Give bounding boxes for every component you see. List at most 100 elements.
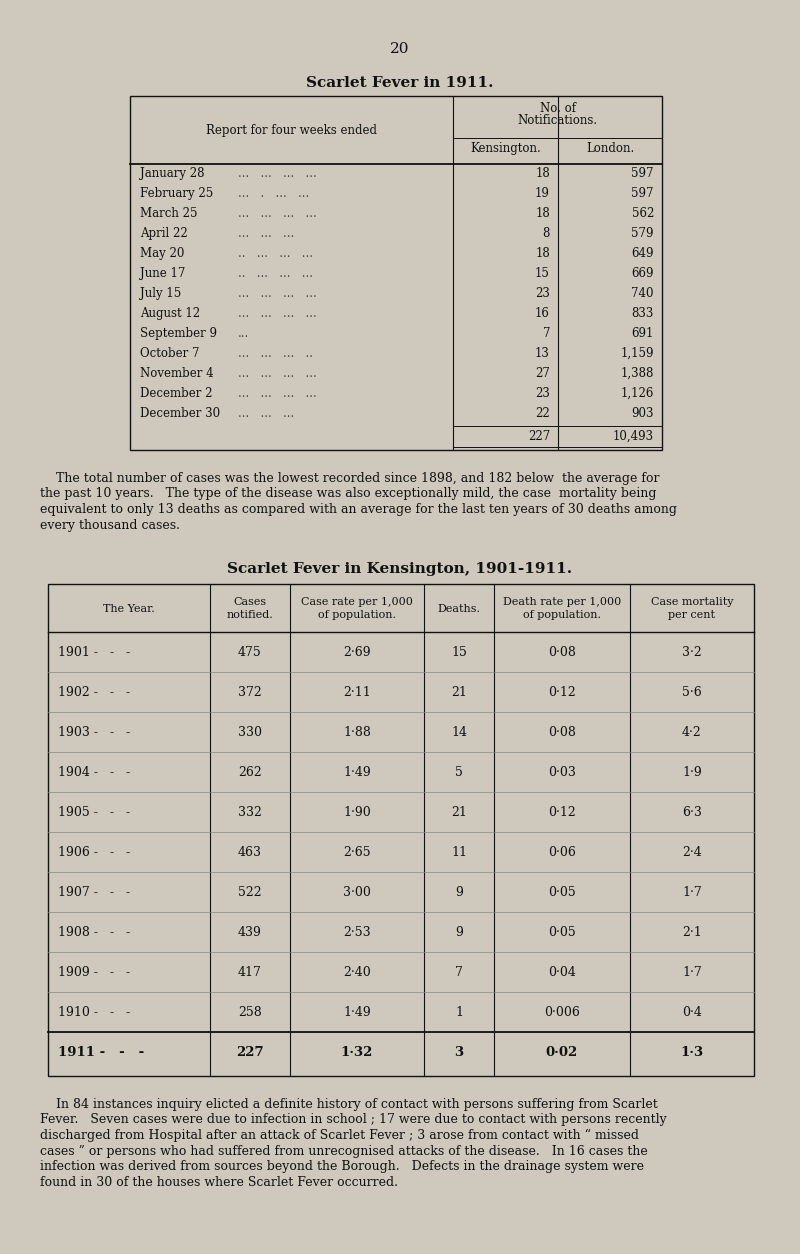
Text: 1909 -   -   -: 1909 - - - <box>58 966 130 979</box>
Text: 1907 -   -   -: 1907 - - - <box>58 887 130 899</box>
Text: ...   ...   ...   ...: ... ... ... ... <box>238 287 317 300</box>
Text: 27: 27 <box>535 367 550 380</box>
Text: 562: 562 <box>632 207 654 219</box>
Text: 1,159: 1,159 <box>621 347 654 360</box>
Text: 15: 15 <box>451 646 467 660</box>
Text: 0·4: 0·4 <box>682 1006 702 1020</box>
Text: 2·65: 2·65 <box>343 846 371 859</box>
Text: ...   ...   ...   ...: ... ... ... ... <box>238 307 317 320</box>
Text: December 30: December 30 <box>140 408 220 420</box>
Text: 0·04: 0·04 <box>548 966 576 979</box>
Text: ...   .   ...   ...: ... . ... ... <box>238 187 310 199</box>
Text: Case rate per 1,000: Case rate per 1,000 <box>301 597 413 607</box>
Text: Cases: Cases <box>234 597 266 607</box>
Text: January 28: January 28 <box>140 167 205 181</box>
Text: 258: 258 <box>238 1006 262 1020</box>
Text: 4·2: 4·2 <box>682 726 702 739</box>
Text: 2·53: 2·53 <box>343 925 371 939</box>
Text: 227: 227 <box>528 430 550 443</box>
Text: ...   ...   ...   ...: ... ... ... ... <box>238 167 317 181</box>
Text: 691: 691 <box>632 327 654 340</box>
Text: 439: 439 <box>238 925 262 939</box>
Text: The total number of cases was the lowest recorded since 1898, and 182 below  the: The total number of cases was the lowest… <box>40 472 659 485</box>
Text: Scarlet Fever in 1911.: Scarlet Fever in 1911. <box>306 76 494 90</box>
Text: April 22: April 22 <box>140 227 188 240</box>
Text: notified.: notified. <box>226 609 274 619</box>
Text: 1·7: 1·7 <box>682 887 702 899</box>
Text: 330: 330 <box>238 726 262 739</box>
Text: 1·7: 1·7 <box>682 966 702 979</box>
Text: equivalent to only 13 deaths as compared with an average for the last ten years : equivalent to only 13 deaths as compared… <box>40 503 677 515</box>
Text: Kensington.: Kensington. <box>470 142 541 155</box>
Text: ..   ...   ...   ...: .. ... ... ... <box>238 247 313 260</box>
Text: 3·00: 3·00 <box>343 887 371 899</box>
Text: 2·11: 2·11 <box>343 686 371 698</box>
Text: London.: London. <box>586 142 634 155</box>
Text: 903: 903 <box>631 408 654 420</box>
Text: 0·05: 0·05 <box>548 925 576 939</box>
Text: 2·69: 2·69 <box>343 646 371 660</box>
Text: 833: 833 <box>632 307 654 320</box>
Text: infection was derived from sources beyond the Borough.   Defects in the drainage: infection was derived from sources beyon… <box>40 1160 644 1172</box>
Text: 0·08: 0·08 <box>548 646 576 660</box>
Text: 475: 475 <box>238 646 262 660</box>
Text: the past 10 years.   The type of the disease was also exceptionally mild, the ca: the past 10 years. The type of the disea… <box>40 488 657 500</box>
Text: 372: 372 <box>238 686 262 698</box>
Text: 23: 23 <box>535 387 550 400</box>
Text: October 7: October 7 <box>140 347 199 360</box>
Text: 1911 -   -   -: 1911 - - - <box>58 1046 144 1058</box>
Text: Report for four weeks ended: Report for four weeks ended <box>206 124 377 137</box>
Text: July 15: July 15 <box>140 287 182 300</box>
Text: 15: 15 <box>535 267 550 280</box>
Text: ..   ...   ...   ...: .. ... ... ... <box>238 267 313 280</box>
Text: 0·12: 0·12 <box>548 806 576 819</box>
Text: 1·49: 1·49 <box>343 766 371 779</box>
Text: 1,126: 1,126 <box>621 387 654 400</box>
Text: 1908 -   -   -: 1908 - - - <box>58 925 130 939</box>
Text: 0·08: 0·08 <box>548 726 576 739</box>
Text: 19: 19 <box>535 187 550 199</box>
Text: 2·4: 2·4 <box>682 846 702 859</box>
Text: 18: 18 <box>535 207 550 219</box>
Text: 1910 -   -   -: 1910 - - - <box>58 1006 130 1020</box>
Text: 5: 5 <box>455 766 463 779</box>
Bar <box>130 97 662 450</box>
Text: March 25: March 25 <box>140 207 198 219</box>
Text: of population.: of population. <box>318 609 396 619</box>
Text: discharged from Hospital after an attack of Scarlet Fever ; 3 arose from contact: discharged from Hospital after an attack… <box>40 1129 639 1142</box>
Text: 8: 8 <box>542 227 550 240</box>
Text: Case mortality: Case mortality <box>650 597 734 607</box>
Text: 262: 262 <box>238 766 262 779</box>
Text: 0·06: 0·06 <box>548 846 576 859</box>
Text: ...   ...   ...: ... ... ... <box>238 227 294 240</box>
Text: 14: 14 <box>451 726 467 739</box>
Text: cases ” or persons who had suffered from unrecognised attacks of the disease.   : cases ” or persons who had suffered from… <box>40 1145 648 1157</box>
Text: 669: 669 <box>631 267 654 280</box>
Text: February 25: February 25 <box>140 187 214 199</box>
Text: 21: 21 <box>451 686 467 698</box>
Text: ...   ...   ...   ...: ... ... ... ... <box>238 367 317 380</box>
Text: 18: 18 <box>535 167 550 181</box>
Text: 1·90: 1·90 <box>343 806 371 819</box>
Text: August 12: August 12 <box>140 307 200 320</box>
Text: June 17: June 17 <box>140 267 186 280</box>
Text: Death rate per 1,000: Death rate per 1,000 <box>503 597 621 607</box>
Text: 2·40: 2·40 <box>343 966 371 979</box>
Text: The Year.: The Year. <box>103 603 155 613</box>
Text: 20: 20 <box>390 41 410 56</box>
Text: ...   ...   ...   ...: ... ... ... ... <box>238 387 317 400</box>
Text: 22: 22 <box>535 408 550 420</box>
Bar <box>48 584 754 1076</box>
Text: Fever.   Seven cases were due to infection in school ; 17 were due to contact wi: Fever. Seven cases were due to infection… <box>40 1114 666 1126</box>
Text: 9: 9 <box>455 925 463 939</box>
Text: 0·02: 0·02 <box>546 1046 578 1058</box>
Text: 7: 7 <box>542 327 550 340</box>
Text: ...   ...   ...   ...: ... ... ... ... <box>238 207 317 219</box>
Text: 463: 463 <box>238 846 262 859</box>
Text: 21: 21 <box>451 806 467 819</box>
Text: 0·05: 0·05 <box>548 887 576 899</box>
Text: 3: 3 <box>454 1046 463 1058</box>
Text: Notifications.: Notifications. <box>518 114 598 127</box>
Text: 1·3: 1·3 <box>681 1046 703 1058</box>
Text: 0·006: 0·006 <box>544 1006 580 1020</box>
